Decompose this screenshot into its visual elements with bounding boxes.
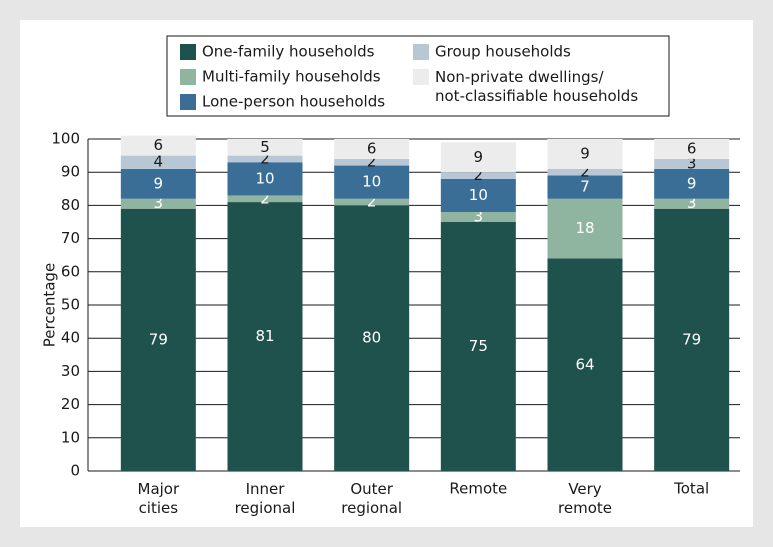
value-label: 79	[682, 330, 701, 348]
value-label: 2	[260, 189, 270, 207]
value-label: 3	[687, 194, 697, 212]
bar-segment	[440, 222, 516, 471]
y-tick-label: 100	[51, 130, 80, 148]
value-label: 10	[255, 169, 274, 187]
value-label: 75	[469, 337, 488, 355]
x-tick-label: Inner regional	[235, 480, 296, 517]
x-tick-label: Outer regional	[341, 480, 402, 517]
bar-segment	[654, 208, 730, 471]
y-tick-label: 0	[70, 462, 80, 480]
value-label: 9	[474, 148, 484, 166]
value-label: 5	[260, 138, 270, 156]
value-label: 79	[149, 330, 168, 348]
y-axis-label: Percentage	[41, 263, 59, 347]
bar-segment	[227, 139, 303, 156]
bar-segment	[654, 139, 730, 159]
bar-segment	[547, 198, 623, 259]
bar-segment	[547, 175, 623, 199]
bar-segment	[547, 258, 623, 471]
y-tick-label: 80	[61, 196, 80, 214]
y-tick-label: 70	[61, 229, 80, 247]
bar-segment	[547, 168, 623, 176]
y-tick-label: 30	[61, 362, 80, 380]
y-tick-label: 60	[61, 262, 80, 280]
bar-segment	[547, 139, 623, 169]
value-label: 2	[367, 193, 377, 211]
value-label: 9	[154, 174, 164, 192]
value-label: 2	[367, 153, 377, 171]
x-tick-label: Major cities	[138, 480, 180, 517]
value-label: 6	[367, 139, 377, 157]
value-label: 3	[687, 154, 697, 172]
bar-segment	[440, 172, 516, 179]
bar-segment	[654, 198, 730, 209]
y-tick-label: 10	[61, 428, 80, 446]
y-tick-label: 40	[61, 329, 80, 347]
bar-segment	[120, 168, 196, 199]
bar-segment	[227, 195, 303, 203]
legend-swatch	[413, 44, 429, 60]
value-label: 3	[154, 194, 164, 212]
value-label: 2	[580, 163, 590, 181]
bar-segment	[440, 212, 516, 222]
value-label: 80	[362, 329, 381, 347]
value-label: 6	[687, 139, 697, 157]
value-label: 9	[687, 174, 697, 192]
y-tick-label: 50	[61, 296, 80, 314]
x-tick-label: Total	[673, 480, 709, 498]
value-label: 18	[575, 219, 594, 237]
y-tick-label: 90	[61, 163, 80, 181]
legend-label: One-family households	[202, 43, 375, 61]
value-label: 3	[474, 208, 484, 226]
legend-swatch	[413, 69, 429, 85]
bar-segment	[440, 178, 516, 213]
legend-label: Multi-family households	[202, 68, 381, 86]
value-label: 64	[575, 355, 594, 373]
value-label: 2	[260, 149, 270, 167]
legend-label: Group households	[435, 43, 571, 61]
bar-segment	[120, 198, 196, 209]
bar-segment	[334, 158, 410, 166]
value-label: 6	[154, 136, 164, 154]
x-tick-label: Remote	[449, 480, 507, 498]
bar-segment	[654, 158, 730, 169]
value-label: 81	[255, 327, 274, 345]
bar-segment	[334, 165, 410, 199]
x-tick-label: Very remote	[558, 480, 612, 517]
bar-segment	[654, 168, 730, 199]
bar-segment	[334, 205, 410, 471]
value-label: 9	[580, 144, 590, 162]
bar-segment	[227, 155, 303, 163]
value-label: 2	[474, 166, 484, 184]
bar-segment	[120, 135, 196, 156]
value-label: 7	[580, 178, 590, 196]
bar-segment	[227, 202, 303, 471]
bar-segment	[120, 208, 196, 471]
bar-segment	[334, 139, 410, 159]
value-label: 10	[362, 173, 381, 191]
bar-segment	[334, 198, 410, 206]
legend-label: Non-private dwellings/not-classifiable h…	[435, 68, 638, 105]
legend-swatch	[180, 44, 196, 60]
value-label: 10	[469, 186, 488, 204]
bar-segment	[440, 142, 516, 173]
legend-swatch	[180, 94, 196, 110]
bar-segment	[120, 155, 196, 169]
y-tick-label: 20	[61, 395, 80, 413]
legend-swatch	[180, 69, 196, 85]
value-label: 4	[154, 153, 164, 171]
bar-segment	[227, 162, 303, 196]
legend-label: Lone-person households	[202, 93, 385, 111]
